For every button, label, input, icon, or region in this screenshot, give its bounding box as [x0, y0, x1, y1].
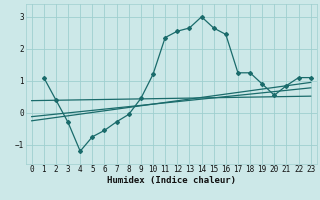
- X-axis label: Humidex (Indice chaleur): Humidex (Indice chaleur): [107, 176, 236, 185]
